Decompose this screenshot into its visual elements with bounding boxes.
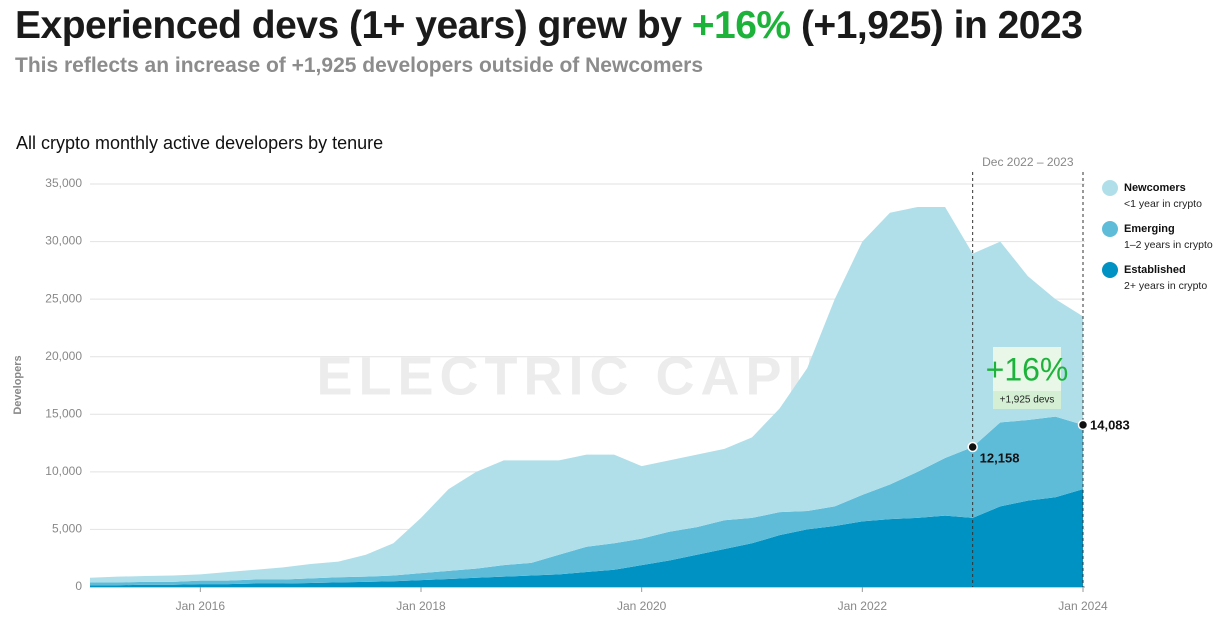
y-tick-label: 0	[75, 579, 82, 593]
legend-description: 1–2 years in crypto	[1124, 239, 1213, 251]
period-label: Dec 2022 – 2023	[982, 155, 1074, 169]
legend-name: Newcomers	[1124, 182, 1186, 194]
legend-description: 2+ years in crypto	[1124, 280, 1207, 292]
marker-label: 14,083	[1090, 417, 1130, 432]
header: Experienced devs (1+ years) grew by +16%…	[15, 4, 1083, 78]
y-tick-label: 10,000	[45, 464, 82, 478]
x-tick-label: Jan 2022	[838, 599, 888, 613]
chart-title: All crypto monthly active developers by …	[16, 133, 383, 153]
x-tick-label: Jan 2016	[176, 599, 226, 613]
marker-label: 12,158	[980, 450, 1020, 465]
y-tick-label: 5,000	[52, 522, 82, 536]
y-tick-label: 25,000	[45, 291, 82, 305]
x-tick-label: Jan 2020	[617, 599, 667, 613]
y-axis-title: Developers	[12, 355, 24, 414]
y-tick-label: 20,000	[45, 349, 82, 363]
change-sublabel: +1,925 devs	[1000, 395, 1055, 406]
y-tick-label: 35,000	[45, 176, 82, 190]
legend-swatch	[1102, 180, 1118, 196]
legend-swatch	[1102, 221, 1118, 237]
title-part: (+1,925) in 2023	[790, 4, 1083, 47]
area	[90, 489, 1083, 587]
area	[90, 207, 1083, 583]
title-part: Experienced devs (1+ years) grew by	[15, 4, 692, 47]
y-tick-label: 30,000	[45, 234, 82, 248]
x-tick-label: Jan 2018	[396, 599, 446, 613]
subtitle: This reflects an increase of +1,925 deve…	[15, 54, 704, 77]
legend-name: Emerging	[1124, 223, 1175, 235]
x-tick-label: Jan 2024	[1058, 599, 1108, 613]
marker	[967, 441, 978, 453]
area	[90, 416, 1083, 586]
legend-name: Established	[1124, 264, 1186, 276]
change-label: +16%	[986, 351, 1069, 387]
title: Experienced devs (1+ years) grew by +16%…	[15, 4, 1083, 48]
change-sub-box	[993, 391, 1061, 409]
title-part: +16%	[691, 4, 791, 47]
marker	[1077, 419, 1089, 431]
legend-swatch	[1102, 262, 1118, 278]
y-tick-label: 15,000	[45, 406, 82, 420]
legend-description: <1 year in crypto	[1124, 198, 1202, 210]
